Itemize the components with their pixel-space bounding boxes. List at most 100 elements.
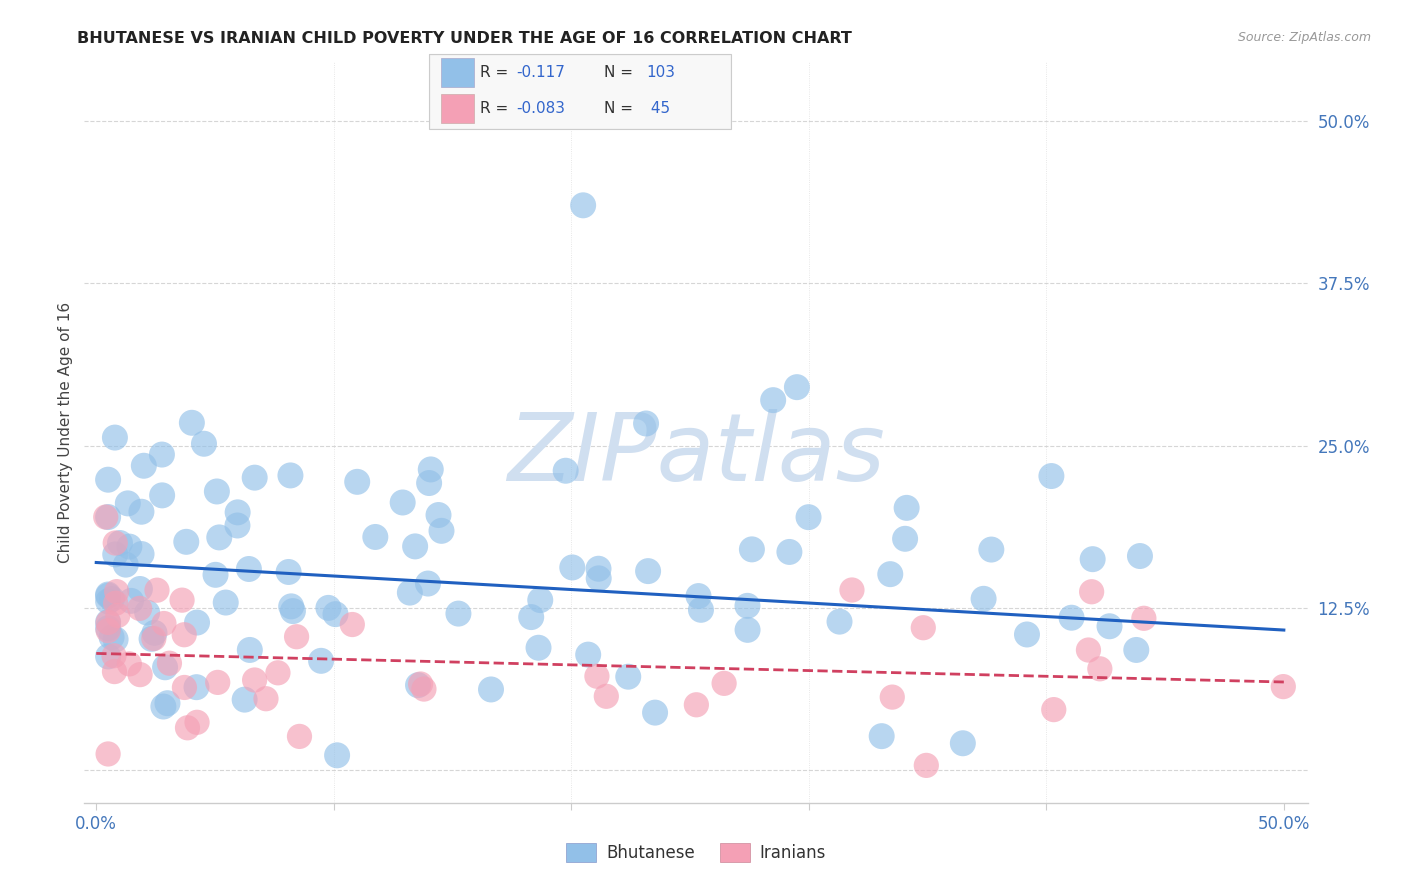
Point [174,534,197,549]
Point [1081,552,1104,566]
Point [586,669,609,683]
Point [399,585,422,599]
Point [841,582,863,597]
Point [150,448,173,462]
Point [107,608,129,623]
Point [108,536,131,550]
Point [97,649,120,664]
Point [117,496,139,510]
Point [617,670,640,684]
Point [713,676,735,690]
Point [413,681,436,696]
Point [636,417,658,431]
Point [1088,662,1111,676]
Text: N =: N = [605,65,638,80]
Point [180,416,202,430]
Point [595,690,617,704]
Text: BHUTANESE VS IRANIAN CHILD POVERTY UNDER THE AGE OF 16 CORRELATION CHART: BHUTANESE VS IRANIAN CHILD POVERTY UNDER… [77,31,852,46]
Point [254,691,277,706]
Point [142,632,165,646]
Point [479,682,502,697]
Point [277,565,299,579]
Point [1272,680,1295,694]
Text: 45: 45 [647,102,671,116]
Point [120,594,142,608]
Point [915,758,938,772]
Point [1040,469,1063,483]
Point [103,665,125,679]
Point [326,748,349,763]
Point [1060,611,1083,625]
Point [419,462,441,476]
Point [737,623,759,637]
Point [281,604,304,618]
Point [97,615,120,630]
Point [364,530,387,544]
Point [894,532,917,546]
Point [406,678,429,692]
Point [588,571,610,585]
Point [267,665,290,680]
Point [404,540,426,554]
Point [309,654,332,668]
Point [243,673,266,687]
Point [118,540,141,554]
Point [204,567,226,582]
Point [318,600,340,615]
Text: R =: R = [481,65,513,80]
Point [129,667,152,681]
Point [104,548,127,562]
Point [346,475,368,489]
Point [159,657,181,671]
Point [131,505,153,519]
Point [973,591,995,606]
Point [688,589,710,603]
Point [391,495,413,509]
Legend: Bhutanese, Iranians: Bhutanese, Iranians [560,836,832,869]
Point [176,721,198,735]
Point [896,500,918,515]
FancyBboxPatch shape [441,58,474,87]
Point [103,648,125,663]
Point [828,615,851,629]
Point [238,562,260,576]
Point [97,510,120,524]
Point [186,715,208,730]
Point [131,547,153,561]
Point [141,632,163,646]
Point [97,615,120,629]
Point [186,680,208,694]
Point [285,630,308,644]
Point [637,564,659,578]
Point [778,545,800,559]
Point [170,593,193,607]
Text: ZIPatlas: ZIPatlas [508,409,884,500]
Point [208,530,231,544]
Point [105,584,128,599]
Point [243,470,266,484]
Point [1125,643,1147,657]
Point [104,632,127,647]
Point [156,696,179,710]
Point [409,677,432,691]
Text: -0.083: -0.083 [516,102,565,116]
Point [152,699,174,714]
Point [644,706,666,720]
Point [97,587,120,601]
Point [1080,584,1102,599]
Point [128,601,150,615]
Point [529,593,551,607]
Point [205,484,228,499]
Point [588,562,610,576]
Point [980,542,1002,557]
Point [527,640,550,655]
Point [572,198,595,212]
Text: Source: ZipAtlas.com: Source: ZipAtlas.com [1237,31,1371,45]
Point [576,648,599,662]
Point [561,560,583,574]
Point [97,594,120,608]
Text: -0.117: -0.117 [516,65,565,80]
Point [233,692,256,706]
Point [136,606,159,620]
Point [882,690,904,705]
